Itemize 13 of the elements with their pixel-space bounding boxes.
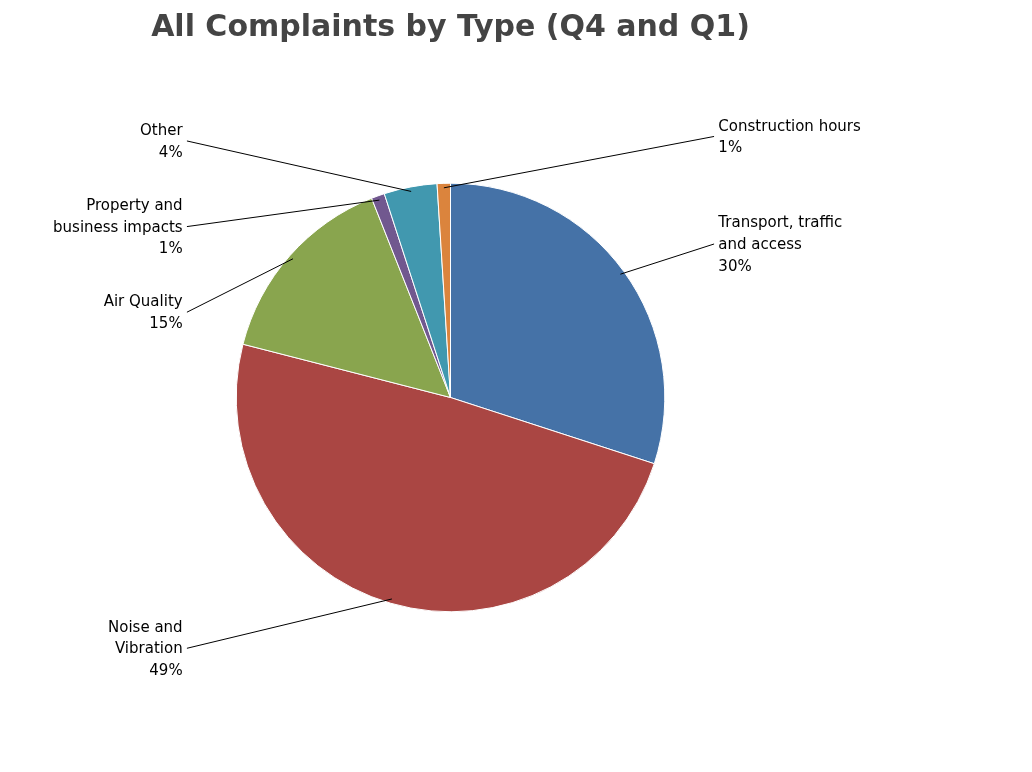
slice-label: Other: [140, 121, 184, 140]
slice-label: Property and business impacts: [53, 195, 183, 236]
slice-label: Construction hours: [718, 116, 861, 135]
data-label: 1%: [718, 138, 743, 157]
slice-label: Air Quality: [103, 292, 183, 311]
slice-label: Transport, traffic and access: [717, 213, 843, 253]
data-label: 30%: [718, 256, 752, 275]
slice-label: Noise and Vibration: [108, 617, 183, 658]
data-label: 49%: [149, 660, 183, 679]
data-label: 15%: [149, 314, 183, 333]
data-label: 1%: [158, 239, 183, 258]
data-label: 4%: [158, 142, 183, 161]
chart-title: All Complaints by Type (Q4 and Q1): [151, 7, 750, 43]
